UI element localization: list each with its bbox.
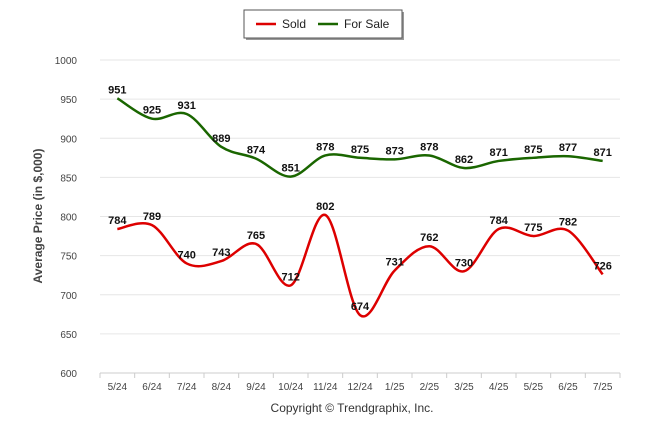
x-tick-label: 6/24	[142, 382, 162, 393]
x-tick-label: 1/25	[385, 382, 405, 393]
data-label: 871	[593, 147, 611, 159]
x-axis-ticks: 5/24 6/24 7/24 8/24 9/24 10/24 11/24 12/24 1/25 2…	[99, 372, 621, 393]
data-label: 726	[593, 260, 611, 272]
data-label: 775	[524, 222, 542, 234]
y-tick-label: 650	[60, 330, 77, 341]
data-label: 674	[351, 301, 370, 313]
data-label: 743	[212, 247, 230, 259]
data-label: 875	[524, 144, 542, 156]
x-tick-label: 2/25	[420, 382, 440, 393]
x-tick-label: 7/25	[593, 382, 613, 393]
data-label: 875	[351, 144, 369, 156]
x-tick-label: 10/24	[278, 382, 303, 393]
x-tick-label: 8/24	[212, 382, 232, 393]
x-tick-label: 4/25	[489, 382, 509, 393]
data-label: 925	[143, 105, 161, 117]
data-label: 951	[108, 84, 126, 96]
y-tick-label: 950	[60, 95, 77, 106]
data-label: 762	[420, 232, 438, 244]
y-tick-label: 700	[60, 291, 77, 302]
data-label: 731	[385, 256, 403, 268]
legend-sold-label: Sold	[282, 17, 306, 31]
data-label: 862	[455, 154, 473, 166]
data-label: 871	[489, 147, 507, 159]
data-label: 784	[489, 215, 508, 227]
data-label: 730	[455, 257, 473, 269]
x-tick-label: 6/25	[558, 382, 578, 393]
y-axis-label: Average Price (in $,000)	[31, 149, 45, 284]
y-tick-label: 900	[60, 134, 77, 145]
data-label: 877	[559, 142, 577, 154]
y-axis-ticks: 600 650 700 750 800 850 900 950 1000	[55, 56, 78, 380]
data-label: 712	[281, 271, 299, 283]
x-tick-label: 5/24	[108, 382, 128, 393]
data-label: 873	[385, 145, 403, 157]
y-tick-label: 750	[60, 252, 77, 263]
data-label: 802	[316, 201, 334, 213]
data-label: 765	[247, 230, 265, 242]
x-tick-label: 12/24	[347, 382, 372, 393]
legend[interactable]: Sold For Sale	[243, 9, 404, 40]
data-labels: 784 789 740 743 765 712 802 674 731 762 730 784 775 7…	[108, 84, 612, 313]
x-tick-label: 7/24	[177, 382, 197, 393]
data-label: 789	[143, 211, 161, 223]
y-tick-label: 800	[60, 213, 77, 224]
x-tick-label: 9/24	[246, 382, 266, 393]
series-line-sold	[117, 213, 604, 318]
data-label: 851	[281, 163, 299, 175]
data-label: 782	[559, 217, 577, 229]
data-label: 889	[212, 133, 230, 145]
data-label: 931	[177, 100, 195, 112]
x-tick-label: 3/25	[454, 382, 474, 393]
series-lines	[116, 97, 604, 318]
data-label: 740	[177, 249, 195, 261]
copyright-text: Copyright © Trendgraphix, Inc.	[271, 401, 434, 415]
data-label: 784	[108, 215, 127, 227]
y-tick-label: 1000	[55, 56, 78, 67]
y-tick-label: 600	[60, 369, 77, 380]
data-label: 878	[316, 141, 334, 153]
x-tick-label: 11/24	[313, 382, 338, 393]
legend-for-sale-label: For Sale	[344, 17, 390, 31]
data-label: 874	[247, 145, 266, 157]
gridlines	[100, 59, 620, 374]
series-line-for-sale	[116, 97, 603, 178]
x-tick-label: 5/25	[524, 382, 544, 393]
data-label: 878	[420, 141, 438, 153]
y-tick-label: 850	[60, 173, 77, 184]
